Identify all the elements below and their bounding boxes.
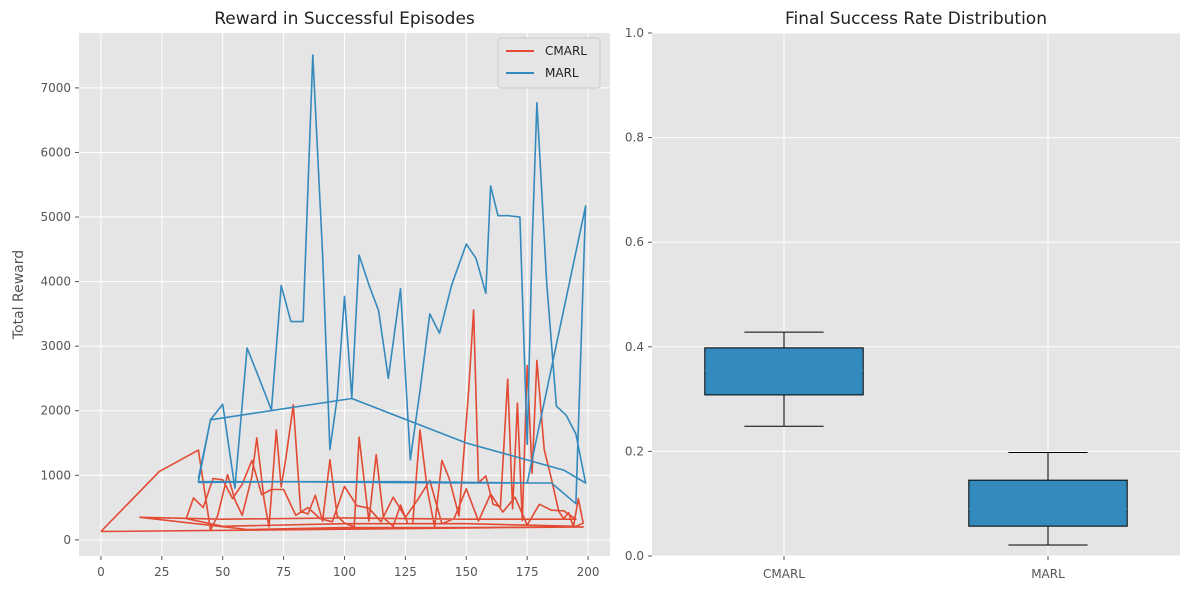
success-rate-x-tick-label-cmarl: CMARL bbox=[763, 567, 805, 581]
success-rate-plot-area bbox=[652, 33, 1180, 556]
success-rate-y-tick-label: 0.0 bbox=[625, 549, 644, 563]
reward-chart-x-tick-label: 100 bbox=[333, 565, 356, 579]
box-marl bbox=[968, 451, 1128, 546]
box-cmarl bbox=[704, 331, 864, 427]
series-line-cmarl bbox=[100, 309, 585, 533]
success-rate-y-tick-label: 0.2 bbox=[625, 444, 644, 458]
reward-chart-y-tick-label: 7000 bbox=[40, 81, 71, 95]
reward-chart-x-tick-label: 0 bbox=[97, 565, 105, 579]
success-rate-chart-title: Final Success Rate Distribution bbox=[785, 9, 1047, 29]
reward-chart-x-tick-label: 75 bbox=[276, 565, 291, 579]
reward-chart-y-tick-label: 6000 bbox=[40, 145, 71, 159]
reward-chart-legend: CMARL MARL bbox=[497, 37, 601, 89]
reward-chart-x-tick-label: 175 bbox=[516, 565, 539, 579]
reward-chart-x-tick-label: 25 bbox=[154, 565, 169, 579]
success-rate-chart: 0.0 0.2 0.4 0.6 0.8 1.0 CMARL MARL Final Succe… bbox=[625, 9, 1180, 581]
series-line-marl bbox=[197, 54, 587, 505]
reward-chart-x-tick-label: 50 bbox=[215, 565, 230, 579]
legend-label-cmarl: CMARL bbox=[545, 44, 587, 58]
reward-chart-y-tick-label: 5000 bbox=[40, 210, 71, 224]
reward-chart-x-tick-label: 150 bbox=[455, 565, 478, 579]
success-rate-y-tick-label: 0.8 bbox=[625, 131, 644, 145]
reward-chart-y-tick-label: 0 bbox=[63, 533, 71, 547]
success-rate-y-tick-label: 0.4 bbox=[625, 340, 644, 354]
legend-label-marl: MARL bbox=[545, 66, 579, 80]
reward-chart-y-axis-label: Total Reward bbox=[11, 250, 27, 340]
reward-chart-y-tick-label: 1000 bbox=[40, 468, 71, 482]
reward-chart-y-tick-label: 2000 bbox=[40, 404, 71, 418]
reward-chart-y-tick-label: 4000 bbox=[40, 275, 71, 289]
reward-chart-x-tick-label: 200 bbox=[577, 565, 600, 579]
reward-chart-title: Reward in Successful Episodes bbox=[214, 9, 475, 29]
box-body bbox=[704, 347, 864, 396]
reward-chart: 0 1000 2000 3000 4000 5000 6000 7000 0 25 50 75 100… bbox=[11, 9, 610, 579]
success-rate-y-tick-label: 0.6 bbox=[625, 235, 644, 249]
reward-chart-x-tick-label: 125 bbox=[394, 565, 417, 579]
success-rate-y-tick-label: 1.0 bbox=[625, 26, 644, 40]
success-rate-x-tick-label-marl: MARL bbox=[1031, 567, 1065, 581]
box-body bbox=[968, 479, 1128, 527]
reward-chart-y-tick-label: 3000 bbox=[40, 339, 71, 353]
